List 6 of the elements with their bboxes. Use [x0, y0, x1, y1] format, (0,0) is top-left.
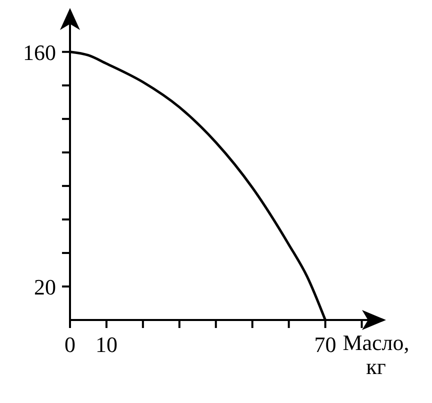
- x-tick-label: 70: [314, 332, 336, 357]
- y-tick-label: 160: [23, 40, 56, 65]
- x-tick-label: 10: [95, 332, 118, 357]
- x-tick-label: 0: [64, 332, 76, 357]
- x-axis-title: Масло, кг: [342, 330, 410, 379]
- y-tick-label: 20: [34, 274, 56, 300]
